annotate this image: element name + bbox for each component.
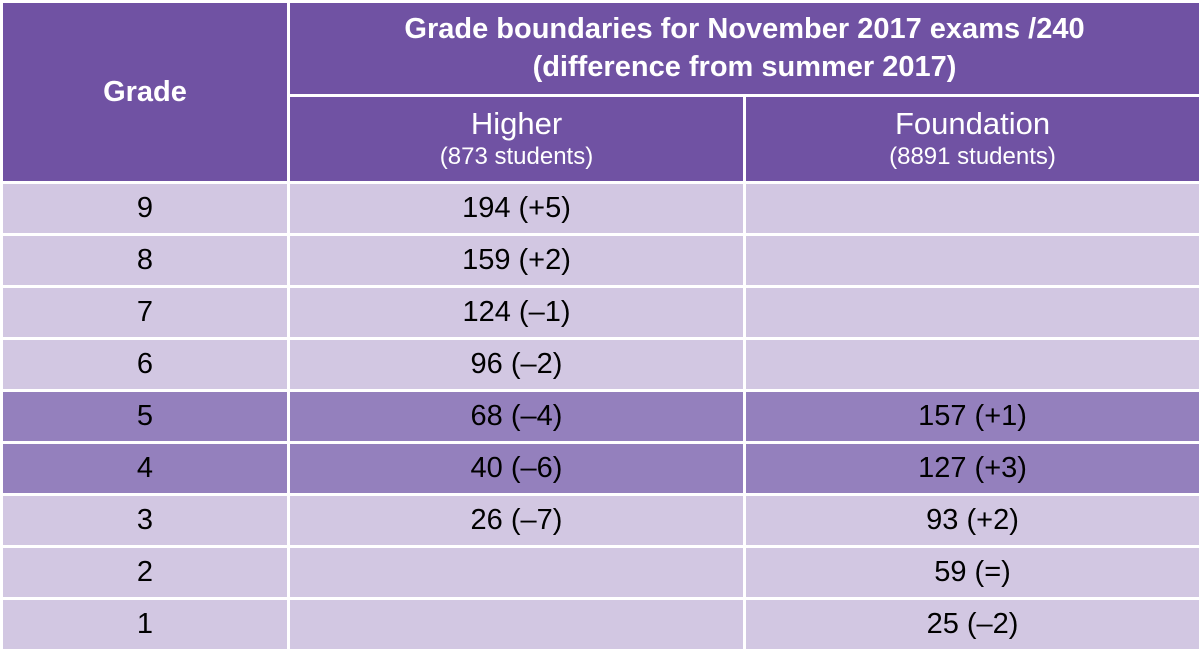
grade-cell: 9 (0, 181, 290, 236)
foundation-boundary-cell (742, 285, 1200, 340)
table-body: 9 194 (+5) 8 159 (+2) 7 124 (–1) 6 96 (–… (0, 181, 1200, 652)
foundation-boundary-cell: 127 (+3) (742, 441, 1200, 496)
higher-column-header: Higher (873 students) (287, 93, 746, 185)
foundation-boundary-cell: 93 (+2) (742, 493, 1200, 548)
higher-boundary-cell (287, 545, 746, 600)
higher-boundary-cell (287, 597, 746, 652)
higher-boundary-cell: 26 (–7) (287, 493, 746, 548)
table-title-line2: (difference from summer 2017) (532, 51, 957, 84)
foundation-boundary-cell: 59 (=) (742, 545, 1200, 600)
table-row: 8 159 (+2) (0, 233, 1200, 288)
table-row: 6 96 (–2) (0, 337, 1200, 392)
grade-cell: 5 (0, 389, 290, 444)
grade-cell: 4 (0, 441, 290, 496)
foundation-tier-name: Foundation (894, 105, 1051, 141)
higher-boundary-cell: 159 (+2) (287, 233, 746, 288)
foundation-boundary-cell (742, 233, 1200, 288)
grade-cell: 1 (0, 597, 290, 652)
table-row: 3 26 (–7) 93 (+2) (0, 493, 1200, 548)
higher-boundary-cell: 194 (+5) (287, 181, 746, 236)
foundation-boundary-cell (742, 337, 1200, 392)
table-row: 1 25 (–2) (0, 597, 1200, 652)
foundation-boundary-cell: 25 (–2) (742, 597, 1200, 652)
table-row: 9 194 (+5) (0, 181, 1200, 236)
table-row: 2 59 (=) (0, 545, 1200, 600)
foundation-boundary-cell: 157 (+1) (742, 389, 1200, 444)
higher-student-count: (873 students) (439, 142, 594, 170)
table-row: 4 40 (–6) 127 (+3) (0, 441, 1200, 496)
foundation-student-count: (8891 students) (889, 142, 1056, 170)
table-title-line1: Grade boundaries for November 2017 exams… (404, 13, 1085, 46)
foundation-column-header: Foundation (8891 students) (742, 93, 1200, 185)
grade-cell: 6 (0, 337, 290, 392)
grade-cell: 3 (0, 493, 290, 548)
higher-tier-name: Higher (470, 105, 563, 141)
higher-boundary-cell: 40 (–6) (287, 441, 746, 496)
foundation-boundary-cell (742, 181, 1200, 236)
table-row: 7 124 (–1) (0, 285, 1200, 340)
grade-cell: 7 (0, 285, 290, 340)
table-title: Grade boundaries for November 2017 exams… (286, 0, 1200, 97)
higher-boundary-cell: 68 (–4) (287, 389, 746, 444)
table-row: 5 68 (–4) 157 (+1) (0, 389, 1200, 444)
higher-boundary-cell: 124 (–1) (287, 285, 746, 340)
grade-column-header: Grade (0, 0, 290, 184)
table-header: Grade Grade boundaries for November 2017… (0, 0, 1200, 185)
grade-cell: 2 (0, 545, 290, 600)
higher-boundary-cell: 96 (–2) (287, 337, 746, 392)
grade-cell: 8 (0, 233, 290, 288)
